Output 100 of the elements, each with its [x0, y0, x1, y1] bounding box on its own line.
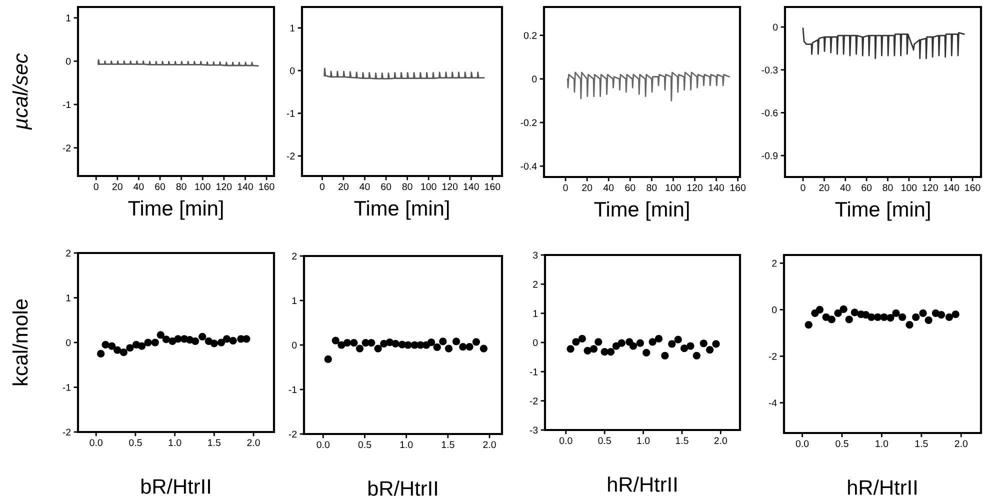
- x-tick-label: 40: [360, 183, 370, 190]
- y-tick-label: -1: [286, 110, 295, 117]
- y-tick-label: 0: [773, 24, 778, 31]
- point: [629, 342, 638, 350]
- point: [828, 316, 836, 324]
- x-tick-label: 60: [381, 183, 392, 190]
- y-tick-label: 0: [66, 339, 71, 346]
- x-tick-label: 0: [563, 184, 568, 192]
- point: [242, 335, 250, 343]
- point: [198, 332, 206, 340]
- x-tick-label: 80: [402, 183, 412, 190]
- y-tick-label: -1: [62, 101, 71, 108]
- x-tick-label: 120: [687, 184, 702, 192]
- point: [590, 345, 598, 353]
- point: [816, 306, 824, 314]
- x-tick-label: 20: [582, 184, 592, 192]
- point: [480, 344, 488, 352]
- y-tick-label: -2: [288, 430, 297, 438]
- point: [222, 335, 231, 343]
- point: [680, 344, 688, 352]
- x-axis-title: hR/HtrII: [608, 476, 676, 492]
- x-tick-label: 120: [442, 183, 458, 190]
- x-tick-label: 40: [840, 184, 850, 192]
- y-tick-label: -0.9: [762, 152, 778, 160]
- y-tick-label: -2: [768, 352, 777, 360]
- point: [126, 344, 134, 352]
- point: [392, 340, 400, 348]
- point: [427, 338, 436, 346]
- point: [452, 338, 460, 346]
- x-tick-label: 0.0: [560, 437, 572, 444]
- point: [108, 342, 116, 350]
- x-tick-label: 60: [862, 184, 872, 192]
- line-series: [98, 59, 259, 67]
- x-tick-label: 0.5: [598, 437, 611, 444]
- point: [845, 316, 853, 324]
- point: [840, 305, 848, 314]
- point: [874, 313, 882, 321]
- y-tick-label: 1: [290, 24, 295, 32]
- line-series: [802, 28, 965, 60]
- point: [919, 309, 927, 317]
- y-tick-label: -0.3: [762, 66, 778, 74]
- point: [880, 313, 888, 321]
- x-axis-title: Time [min]: [354, 200, 449, 220]
- x-tick-label: 0: [320, 183, 325, 190]
- x-tick-label: 2.0: [247, 439, 260, 446]
- y-tick-label: -0.4: [520, 162, 537, 170]
- point: [151, 338, 159, 346]
- y-axis-title: µcal/sec: [12, 53, 32, 130]
- point: [712, 340, 720, 348]
- x-tick-label: 140: [708, 184, 724, 192]
- point: [654, 334, 663, 343]
- point: [466, 342, 474, 351]
- point: [444, 344, 453, 352]
- x-tick-label: 0.5: [836, 440, 848, 448]
- x-axis-title: bR/HtrII: [141, 478, 210, 494]
- point: [356, 344, 364, 352]
- point: [566, 345, 574, 353]
- point: [350, 338, 358, 347]
- y-tick-label: -1: [62, 384, 71, 391]
- y-tick-label: -4: [768, 400, 777, 406]
- point: [937, 310, 946, 319]
- point: [433, 343, 441, 352]
- point: [868, 313, 876, 321]
- x-tick-label: 80: [646, 184, 657, 192]
- point: [324, 355, 332, 364]
- point: [472, 338, 480, 346]
- point: [120, 348, 128, 356]
- x-axis-title: Time [min]: [835, 201, 930, 221]
- point: [606, 348, 615, 356]
- x-tick-label: 0.5: [358, 441, 372, 448]
- point: [700, 340, 708, 348]
- point: [945, 313, 954, 321]
- y-tick-label: -2: [62, 428, 71, 436]
- point: [572, 338, 580, 346]
- point: [594, 338, 602, 346]
- point: [156, 331, 164, 339]
- point: [229, 336, 237, 345]
- x-tick-label: 0: [94, 183, 98, 190]
- y-tick-label: -2: [286, 152, 295, 160]
- point: [114, 346, 122, 354]
- point: [102, 340, 110, 349]
- point: [584, 346, 592, 354]
- x-tick-label: 160: [730, 184, 746, 192]
- x-tick-label: 1.5: [676, 437, 688, 444]
- x-tick-label: 20: [112, 183, 122, 190]
- y-tick-label: 2: [772, 260, 777, 267]
- y-tick-label: 1: [292, 297, 297, 304]
- x-tick-label: 0: [800, 184, 806, 192]
- x-tick-label: 120: [922, 184, 938, 192]
- point: [642, 348, 650, 357]
- point: [674, 336, 682, 344]
- y-tick-label: 1: [66, 14, 71, 22]
- point: [578, 334, 586, 343]
- y-tick-label: 2: [292, 252, 297, 260]
- x-tick-label: 1.5: [442, 441, 454, 448]
- x-tick-label: 60: [625, 184, 636, 192]
- y-tick-label: 1: [533, 310, 538, 317]
- x-tick-label: 2.0: [954, 440, 968, 448]
- x-tick-label: 80: [882, 184, 893, 192]
- point: [648, 338, 656, 346]
